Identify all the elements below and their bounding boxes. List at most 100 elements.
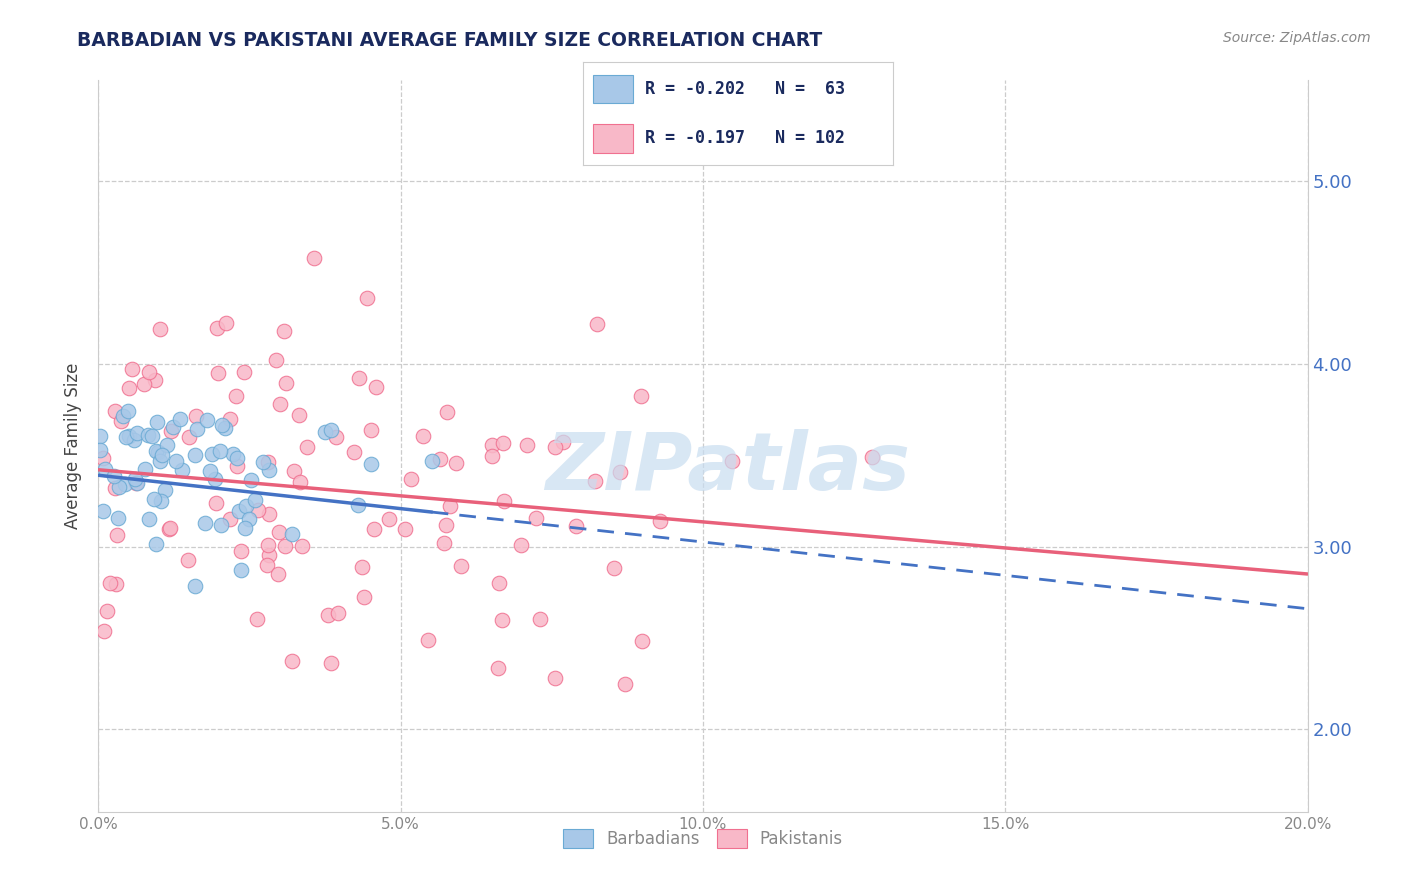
Point bbox=[264, 352, 287, 367]
Point bbox=[98, 576, 121, 591]
Point bbox=[433, 536, 456, 550]
Point bbox=[169, 412, 191, 426]
Point bbox=[93, 624, 115, 638]
Point bbox=[165, 454, 187, 468]
Text: Source: ZipAtlas.com: Source: ZipAtlas.com bbox=[1223, 31, 1371, 45]
Point bbox=[280, 654, 302, 668]
Point bbox=[156, 438, 179, 452]
Point bbox=[356, 291, 378, 305]
Point bbox=[491, 613, 513, 627]
Point bbox=[134, 462, 156, 476]
Point bbox=[586, 318, 609, 332]
Point bbox=[481, 449, 503, 463]
Point bbox=[481, 438, 503, 452]
Point bbox=[721, 454, 744, 468]
Point bbox=[492, 493, 515, 508]
Point bbox=[160, 424, 183, 438]
Point bbox=[118, 380, 141, 394]
Point bbox=[291, 539, 314, 553]
Point bbox=[226, 451, 249, 466]
Point bbox=[238, 512, 260, 526]
Point bbox=[105, 577, 128, 591]
Point bbox=[170, 463, 193, 477]
Point bbox=[219, 412, 242, 426]
Point bbox=[96, 604, 118, 618]
Point bbox=[93, 503, 115, 517]
Point bbox=[146, 444, 169, 458]
Point bbox=[205, 496, 228, 510]
Point bbox=[104, 404, 127, 418]
Point bbox=[145, 537, 167, 551]
Point bbox=[107, 510, 129, 524]
Point bbox=[149, 494, 172, 508]
Point bbox=[246, 503, 269, 517]
Point bbox=[104, 481, 127, 495]
Point bbox=[207, 366, 229, 380]
Point bbox=[127, 476, 149, 491]
Point bbox=[295, 440, 318, 454]
Point bbox=[105, 528, 128, 542]
Point bbox=[319, 423, 342, 437]
Point bbox=[183, 579, 205, 593]
Point bbox=[184, 409, 207, 423]
Point bbox=[205, 320, 228, 334]
Text: BARBADIAN VS PAKISTANI AVERAGE FAMILY SIZE CORRELATION CHART: BARBADIAN VS PAKISTANI AVERAGE FAMILY SI… bbox=[77, 31, 823, 50]
Point bbox=[280, 526, 302, 541]
Point bbox=[318, 607, 340, 622]
Point bbox=[524, 510, 547, 524]
Point bbox=[273, 324, 295, 338]
Point bbox=[89, 429, 111, 443]
Point bbox=[274, 539, 297, 553]
Point bbox=[614, 677, 637, 691]
Point bbox=[302, 251, 325, 265]
Point bbox=[114, 477, 136, 491]
Point bbox=[121, 361, 143, 376]
Text: ZIPatlas: ZIPatlas bbox=[544, 429, 910, 507]
Point bbox=[108, 480, 131, 494]
Point bbox=[162, 420, 184, 434]
Point bbox=[232, 365, 254, 379]
Point bbox=[631, 633, 654, 648]
Point bbox=[412, 429, 434, 443]
Point bbox=[204, 472, 226, 486]
Point bbox=[360, 423, 382, 437]
Point bbox=[583, 475, 606, 489]
Point bbox=[153, 483, 176, 497]
Point bbox=[138, 512, 160, 526]
FancyBboxPatch shape bbox=[593, 75, 633, 103]
Point bbox=[446, 456, 468, 470]
Point bbox=[492, 436, 515, 450]
Point bbox=[157, 522, 180, 536]
Point bbox=[184, 448, 207, 462]
Point bbox=[609, 465, 631, 479]
Point bbox=[544, 671, 567, 685]
Point bbox=[401, 472, 423, 486]
Point bbox=[287, 408, 309, 422]
Text: R = -0.197   N = 102: R = -0.197 N = 102 bbox=[645, 129, 845, 147]
Point bbox=[363, 522, 385, 536]
Point bbox=[328, 606, 350, 620]
Point bbox=[450, 558, 472, 573]
Point bbox=[143, 491, 166, 506]
Point bbox=[378, 512, 401, 526]
Point bbox=[418, 632, 440, 647]
Point bbox=[252, 455, 274, 469]
Point bbox=[225, 389, 247, 403]
Point bbox=[211, 417, 233, 432]
Point bbox=[510, 538, 533, 552]
Point bbox=[360, 457, 382, 471]
Point bbox=[111, 409, 134, 423]
Point bbox=[141, 429, 163, 443]
Point bbox=[257, 538, 280, 552]
Point bbox=[201, 448, 224, 462]
Point bbox=[488, 575, 510, 590]
Point bbox=[146, 415, 169, 429]
Point bbox=[149, 321, 172, 335]
Point bbox=[91, 450, 114, 465]
Point bbox=[321, 657, 343, 671]
Point bbox=[860, 450, 883, 465]
Point bbox=[288, 475, 311, 490]
Point bbox=[314, 425, 336, 439]
Point bbox=[118, 428, 141, 442]
Point bbox=[267, 567, 290, 582]
